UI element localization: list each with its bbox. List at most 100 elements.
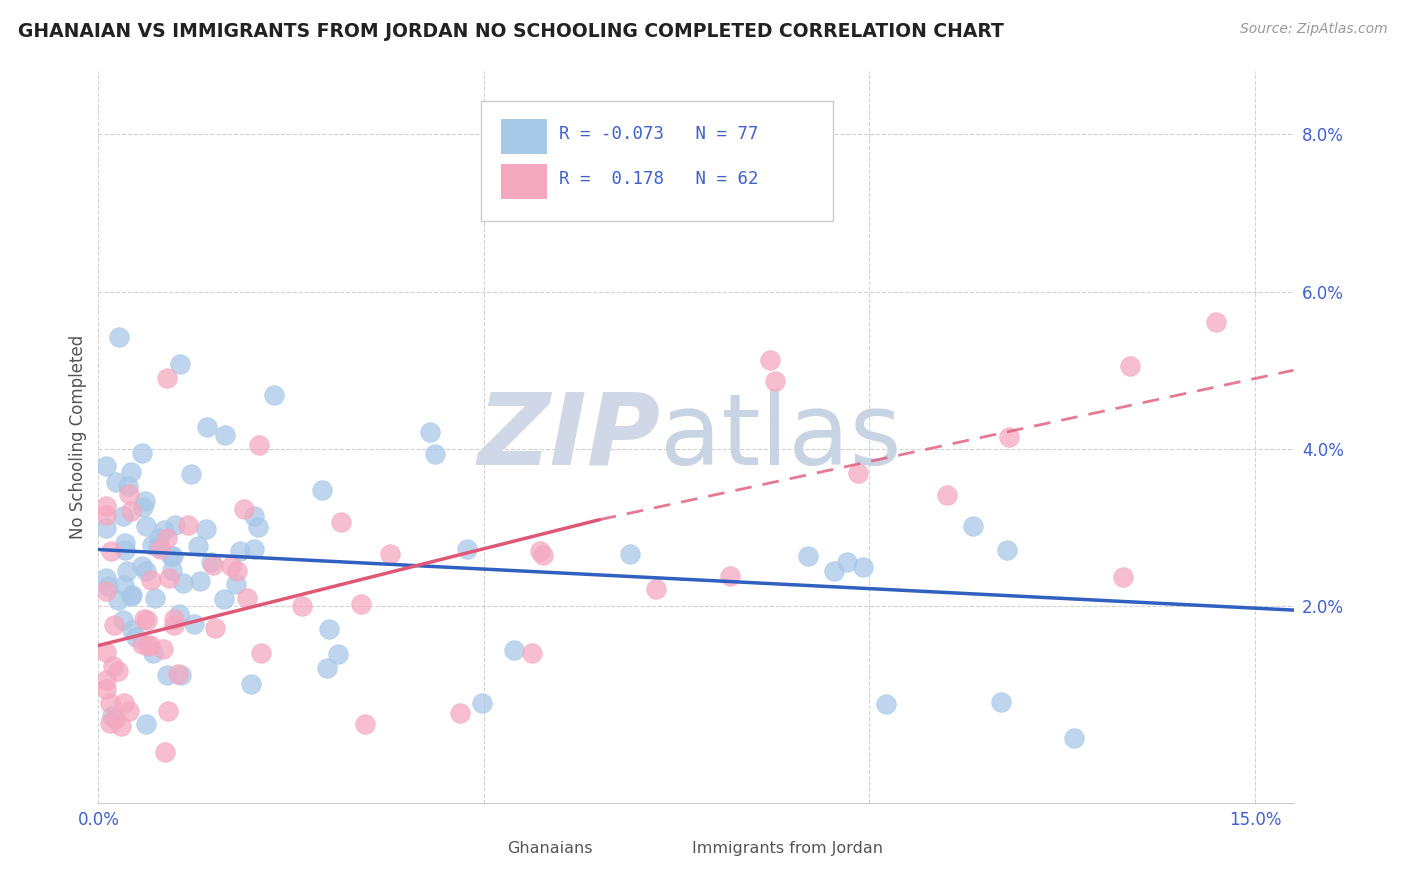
Point — [101, 709, 124, 723]
Text: Ghanaians: Ghanaians — [508, 840, 593, 855]
Point — [112, 613, 135, 627]
Point — [131, 446, 153, 460]
Point — [718, 569, 741, 583]
Point — [156, 531, 179, 545]
Point — [132, 612, 155, 626]
Point — [169, 357, 191, 371]
Y-axis label: No Schooling Completed: No Schooling Completed — [69, 335, 87, 539]
Point — [166, 667, 188, 681]
Point — [146, 541, 169, 555]
Text: atlas: atlas — [661, 389, 901, 485]
Point — [419, 425, 441, 440]
Point — [120, 503, 142, 517]
Point — [118, 487, 141, 501]
Bar — [501, 119, 547, 154]
Point — [1118, 359, 1140, 373]
Point — [200, 555, 222, 569]
Point — [94, 645, 117, 659]
Point — [141, 538, 163, 552]
Point — [962, 519, 984, 533]
Point — [529, 544, 551, 558]
Point — [1063, 731, 1085, 745]
Point — [619, 547, 641, 561]
Point — [112, 696, 135, 710]
Point — [187, 539, 209, 553]
Point — [318, 622, 340, 636]
Point — [250, 647, 273, 661]
Bar — [501, 164, 547, 200]
Point — [852, 559, 875, 574]
Point — [94, 521, 117, 535]
Point — [180, 467, 202, 481]
Point — [114, 543, 136, 558]
Point — [156, 668, 179, 682]
Point — [139, 573, 162, 587]
Point — [291, 599, 314, 613]
FancyBboxPatch shape — [481, 101, 834, 221]
Point — [142, 647, 165, 661]
Point — [936, 488, 959, 502]
Point — [204, 621, 226, 635]
Point — [311, 483, 333, 498]
Point — [823, 564, 845, 578]
Point — [143, 591, 166, 606]
Point — [172, 576, 194, 591]
Point — [162, 563, 184, 577]
Point — [183, 617, 205, 632]
Point — [229, 543, 252, 558]
Point — [94, 499, 117, 513]
Point — [759, 353, 782, 368]
Point — [157, 704, 180, 718]
Point — [243, 542, 266, 557]
Text: Immigrants from Jordan: Immigrants from Jordan — [692, 840, 883, 855]
Point — [97, 579, 120, 593]
Point — [214, 427, 236, 442]
Text: R =  0.178   N = 62: R = 0.178 N = 62 — [558, 169, 758, 188]
Point — [197, 420, 219, 434]
Point — [875, 697, 897, 711]
Point — [138, 639, 160, 653]
Point — [159, 549, 181, 564]
Point — [378, 547, 401, 561]
Point — [153, 745, 176, 759]
Point — [188, 574, 211, 588]
Point — [152, 641, 174, 656]
Point — [107, 592, 129, 607]
Point — [135, 613, 157, 627]
Point — [835, 555, 858, 569]
Point — [531, 548, 554, 562]
Point — [243, 509, 266, 524]
Point — [162, 549, 184, 563]
Point — [201, 558, 224, 573]
Text: ZIP: ZIP — [477, 389, 661, 485]
Text: GHANAIAN VS IMMIGRANTS FROM JORDAN NO SCHOOLING COMPLETED CORRELATION CHART: GHANAIAN VS IMMIGRANTS FROM JORDAN NO SC… — [18, 22, 1004, 41]
Bar — [648, 837, 682, 860]
Point — [163, 618, 186, 632]
Point — [131, 558, 153, 573]
Text: Source: ZipAtlas.com: Source: ZipAtlas.com — [1240, 22, 1388, 37]
Point — [522, 646, 544, 660]
Point — [107, 665, 129, 679]
Point — [247, 438, 270, 452]
Point — [990, 695, 1012, 709]
Point — [349, 597, 371, 611]
Point — [236, 591, 259, 606]
Point — [157, 570, 180, 584]
Point — [125, 630, 148, 644]
Bar — [463, 837, 496, 860]
Point — [263, 388, 285, 402]
Point — [120, 465, 142, 479]
Point — [316, 660, 339, 674]
Point — [103, 658, 125, 673]
Point — [846, 466, 869, 480]
Point — [239, 677, 262, 691]
Point — [170, 668, 193, 682]
Point — [449, 706, 471, 721]
Point — [104, 475, 127, 489]
Point — [149, 541, 172, 556]
Point — [169, 607, 191, 622]
Point — [246, 519, 269, 533]
Point — [134, 494, 156, 508]
Point — [135, 564, 157, 578]
Point — [120, 589, 142, 603]
